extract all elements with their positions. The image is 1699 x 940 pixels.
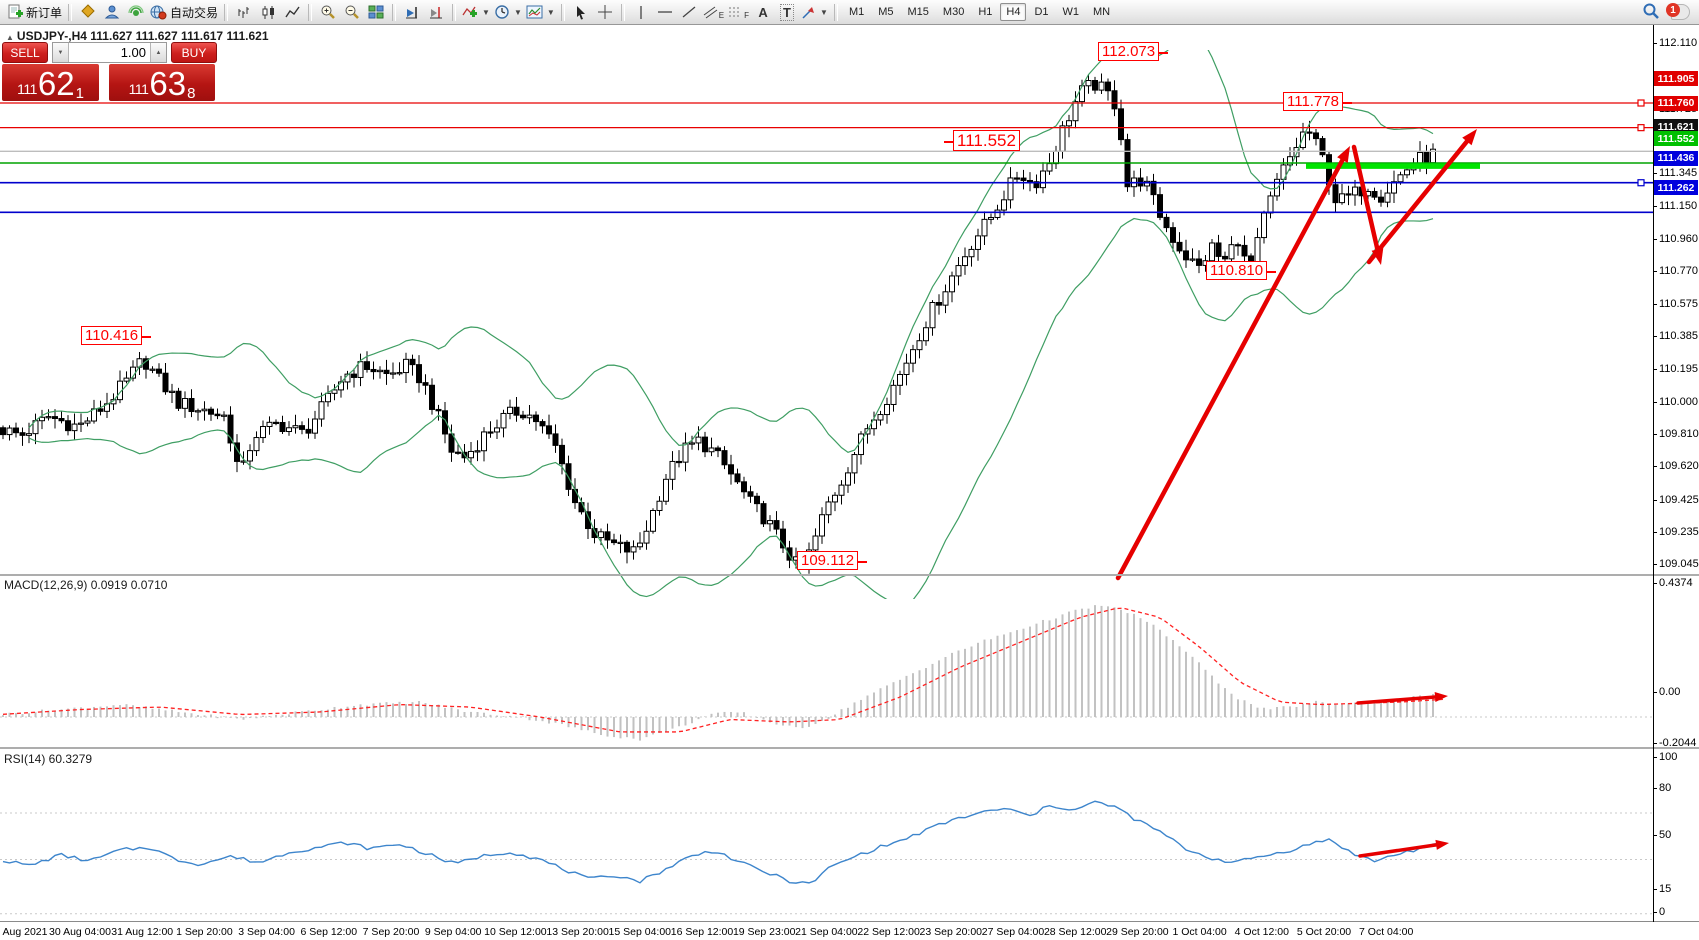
expand-icon[interactable]: ▲ [6, 33, 14, 42]
main-chart-canvas[interactable] [0, 50, 1699, 599]
brush-button[interactable] [76, 2, 100, 22]
bar-chart-button[interactable] [232, 2, 256, 22]
vertical-line-button[interactable] [629, 2, 653, 22]
top-toolbar: 新订单 自动交易 ▼ ▼ ▼ E F A T ▼ [0, 0, 1699, 25]
templates-icon [526, 4, 543, 20]
text-icon: A [758, 4, 768, 20]
bar-chart-icon [237, 5, 252, 20]
profile-button[interactable] [100, 2, 124, 22]
time-axis-separator [0, 921, 1699, 922]
volume-control: ▼ ▲ [52, 42, 167, 63]
search-icon[interactable] [1642, 2, 1660, 23]
equidistant-channel-icon [703, 5, 718, 19]
candlestick-icon [261, 5, 276, 20]
price-axis-line [1653, 25, 1654, 922]
volume-increase-button[interactable]: ▲ [150, 43, 166, 62]
signals-icon [128, 4, 144, 20]
text-label-button[interactable]: T [775, 2, 799, 22]
timeframe-group: M1 M5 M15 M30 H1 H4 D1 W1 MN [842, 3, 1117, 21]
indicators-icon [462, 4, 478, 20]
new-order-button[interactable]: 新订单 [5, 2, 64, 22]
rsi-pane-canvas[interactable] [0, 774, 1699, 940]
chart-shift-button[interactable] [424, 2, 448, 22]
price-tick-label: 112.110 [1659, 37, 1698, 50]
line-chart-button[interactable] [280, 2, 304, 22]
sell-button[interactable]: SELL [2, 42, 48, 63]
zoom-in-button[interactable] [316, 2, 340, 22]
new-order-label: 新订单 [26, 5, 63, 20]
zoom-in-icon [320, 4, 336, 20]
templates-caret-icon: ▼ [546, 7, 555, 17]
chart-area: 112.110 111.725 111.345 111.150 110.960 110.7… [0, 25, 1699, 940]
indicators-button[interactable]: ▼ [460, 2, 492, 22]
timeframe-H4[interactable]: H4 [1000, 3, 1027, 21]
buy-price-button[interactable]: 111 63 8 [109, 64, 215, 102]
periods-button[interactable]: ▼ [492, 2, 524, 22]
line-chart-icon [284, 5, 300, 20]
tile-windows-button[interactable] [364, 2, 388, 22]
sell-price-button[interactable]: 111 62 1 [2, 64, 99, 102]
volume-input[interactable] [69, 43, 150, 62]
templates-button[interactable]: ▼ [524, 2, 557, 22]
signals-button[interactable] [124, 2, 148, 22]
fibonacci-icon [728, 5, 743, 19]
periods-caret-icon: ▼ [513, 7, 522, 17]
cursor-button[interactable] [569, 2, 593, 22]
shapes-icon [801, 5, 816, 20]
caret-down-icon: ▼ [57, 49, 64, 56]
notifications-button[interactable]: 1 [1666, 3, 1690, 21]
timeframe-M30[interactable]: M30 [942, 6, 965, 18]
fibonacci-button[interactable]: F [726, 2, 751, 22]
shapes-button[interactable]: ▼ [799, 2, 830, 22]
trendline-button[interactable] [677, 2, 701, 22]
timeframe-MN[interactable]: MN [1093, 6, 1111, 18]
auto-scroll-button[interactable] [400, 2, 424, 22]
timeframe-D1[interactable]: D1 [1034, 6, 1049, 18]
vertical-line-icon [636, 5, 646, 20]
crosshair-button[interactable] [593, 2, 617, 22]
periods-clock-icon [494, 4, 510, 20]
timeframe-W1[interactable]: W1 [1062, 6, 1080, 18]
text-button[interactable]: A [751, 2, 775, 22]
macd-pane-canvas[interactable] [0, 601, 1699, 772]
fib-sub-label: F [744, 10, 750, 20]
candlestick-button[interactable] [256, 2, 280, 22]
profile-icon [104, 4, 120, 20]
volume-decrease-button[interactable]: ▼ [53, 43, 69, 62]
tile-windows-icon [368, 4, 384, 20]
macd-label: MACD(12,26,9) 0.0919 0.0710 [4, 578, 168, 592]
caret-up-icon: ▲ [155, 49, 162, 56]
rsi-label: RSI(14) 60.3279 [4, 752, 93, 766]
indicators-caret-icon: ▼ [482, 7, 490, 17]
pane-separator-macd[interactable] [0, 574, 1699, 576]
timeframe-M1[interactable]: M1 [848, 6, 865, 18]
brush-icon [80, 4, 96, 20]
buy-button[interactable]: BUY [171, 42, 217, 63]
new-order-icon [7, 4, 23, 20]
crosshair-icon [597, 4, 613, 20]
horizontal-line-icon [657, 7, 673, 17]
zoom-out-icon [344, 4, 360, 20]
timeframe-M5[interactable]: M5 [878, 6, 894, 18]
auto-scroll-icon [404, 5, 420, 20]
zoom-out-button[interactable] [340, 2, 364, 22]
equidistant-channel-button[interactable]: E [701, 2, 726, 22]
auto-trading-button[interactable]: 自动交易 [148, 2, 220, 22]
symbol-ohlc-label: ▲ USDJPY-,H4 111.627 111.627 111.617 111.… [6, 29, 269, 43]
channel-sub-label: E [718, 10, 725, 20]
globe-icon [150, 4, 167, 20]
shapes-caret-icon: ▼ [820, 7, 828, 17]
horizontal-line-button[interactable] [653, 2, 677, 22]
timeframe-H1[interactable]: H1 [978, 6, 993, 18]
trendline-icon [681, 5, 697, 19]
cursor-icon [574, 5, 588, 20]
chart-shift-icon [428, 5, 444, 20]
notification-badge: 1 [1666, 3, 1680, 17]
text-label-icon: T [780, 3, 794, 21]
pane-separator-rsi[interactable] [0, 747, 1699, 749]
auto-trading-label: 自动交易 [170, 5, 219, 20]
timeframe-M15[interactable]: M15 [907, 6, 929, 18]
